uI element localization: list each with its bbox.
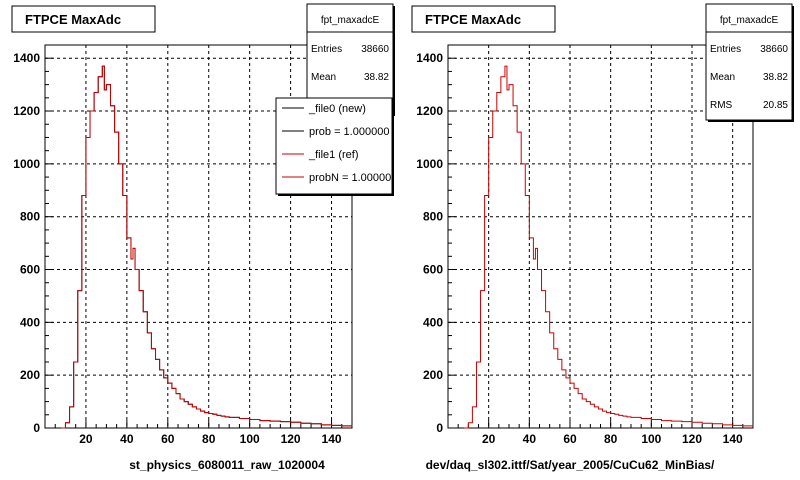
x-tick-label: 20	[482, 432, 496, 446]
stats-row-value: 38.82	[763, 72, 788, 83]
x-tick-label: 60	[563, 432, 577, 446]
chart-title: FTPCE MaxAdc	[425, 12, 521, 27]
stats-row-label: Mean	[311, 72, 336, 83]
plot-frame	[447, 44, 754, 429]
legend-box	[275, 97, 393, 195]
stats-row-value: 38660	[361, 44, 389, 55]
x-tick-label: 20	[79, 432, 93, 446]
x-tick-label: 120	[682, 432, 702, 446]
stats-box-name: fpt_maxadcE	[720, 15, 779, 26]
stats-row-value: 38660	[760, 44, 788, 55]
x-tick-label: 60	[161, 432, 175, 446]
y-tick-label: 1400	[13, 51, 40, 65]
title-box	[11, 5, 156, 33]
stats-box	[306, 3, 394, 115]
y-tick-label: 400	[423, 315, 443, 329]
y-tick-label: 400	[20, 315, 40, 329]
series-line-2	[61, 65, 353, 429]
y-tick-label: 1000	[416, 157, 443, 171]
y-tick-label: 800	[20, 210, 40, 224]
y-tick-label: 200	[423, 368, 443, 382]
x-tick-label: 100	[641, 432, 661, 446]
stats-row-label: Entries	[311, 44, 342, 55]
stats-box-name: fpt_maxadcE	[321, 15, 380, 26]
stats-row-value: 20.85	[763, 100, 788, 111]
y-tick-label: 1400	[416, 51, 443, 65]
y-tick-label: 200	[20, 368, 40, 382]
stats-row-label: RMS	[710, 100, 733, 111]
x-tick-label: 40	[120, 432, 134, 446]
y-tick-label: 0	[33, 421, 40, 435]
chart-title: FTPCE MaxAdc	[25, 12, 121, 27]
y-tick-label: 600	[20, 263, 40, 277]
stats-row-label: Entries	[710, 44, 741, 55]
legend-label: _file0 (new)	[308, 103, 366, 115]
legend-entries: _file0 (new) prob = 1.000000 _file1 (ref) p…	[282, 103, 397, 184]
x-tick-label: 120	[281, 432, 301, 446]
histogram-panel-1: 20 40 60 80 100 120 14002004006008001000120014…	[11, 3, 397, 472]
x-tick-label: 140	[723, 432, 743, 446]
legend-label: prob = 1.000000	[309, 126, 389, 138]
y-tick-label: 800	[423, 210, 443, 224]
y-tick-label: 600	[423, 263, 443, 277]
axis-caption: dev/daq_sl302.ittf/Sat/year_2005/CuCu62_…	[426, 458, 715, 472]
stats-row-label: Mean	[710, 72, 735, 83]
y-tick-label: 0	[436, 421, 443, 435]
stats-row-value: 38.82	[364, 72, 389, 83]
title-box	[411, 5, 556, 33]
stats-box	[705, 3, 793, 121]
x-tick-label: 100	[240, 432, 260, 446]
histogram-panel-2: 20 40 60 80 100 120 14002004006008001000120014…	[411, 3, 794, 472]
x-tick-label: 140	[322, 432, 342, 446]
x-tick-label: 80	[604, 432, 618, 446]
legend-label: _file1 (ref)	[308, 149, 359, 161]
y-tick-label: 1200	[416, 104, 443, 118]
y-tick-label: 1200	[13, 104, 40, 118]
x-tick-label: 80	[202, 432, 216, 446]
series-line-1	[464, 65, 754, 429]
axis-caption: st_physics_6080011_raw_1020004	[129, 458, 325, 472]
y-tick-label: 1000	[13, 157, 40, 171]
legend-label: probN = 1.000000	[309, 172, 397, 184]
x-tick-label: 40	[523, 432, 537, 446]
